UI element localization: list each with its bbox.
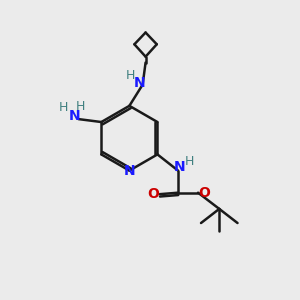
Text: N: N — [124, 164, 135, 178]
Text: N: N — [69, 109, 81, 123]
Text: H: H — [59, 101, 68, 114]
Text: H: H — [184, 155, 194, 168]
Text: O: O — [147, 187, 159, 201]
Text: H: H — [76, 100, 86, 113]
Text: H: H — [126, 69, 135, 82]
Text: N: N — [133, 76, 145, 90]
Text: O: O — [199, 186, 211, 200]
Text: N: N — [174, 160, 185, 174]
